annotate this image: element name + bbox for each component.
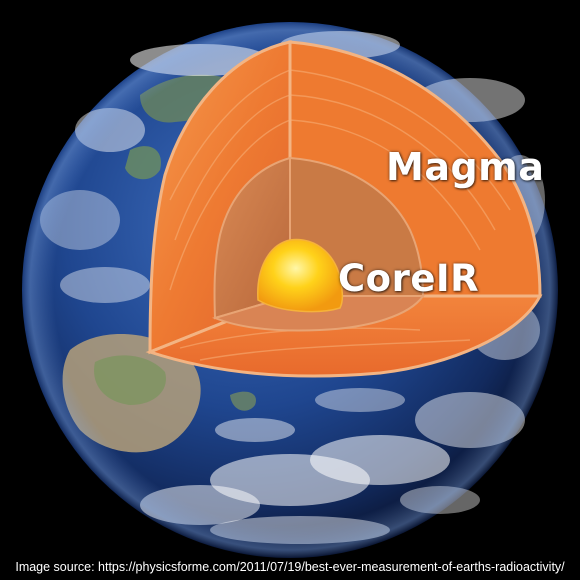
magma-label: Magma — [386, 145, 545, 189]
core-label: CoreIR — [338, 257, 480, 300]
cutaway-section — [145, 40, 543, 378]
core-sphere — [257, 238, 344, 313]
image-source-caption: Image source: https://physicsforme.com/2… — [15, 560, 565, 574]
